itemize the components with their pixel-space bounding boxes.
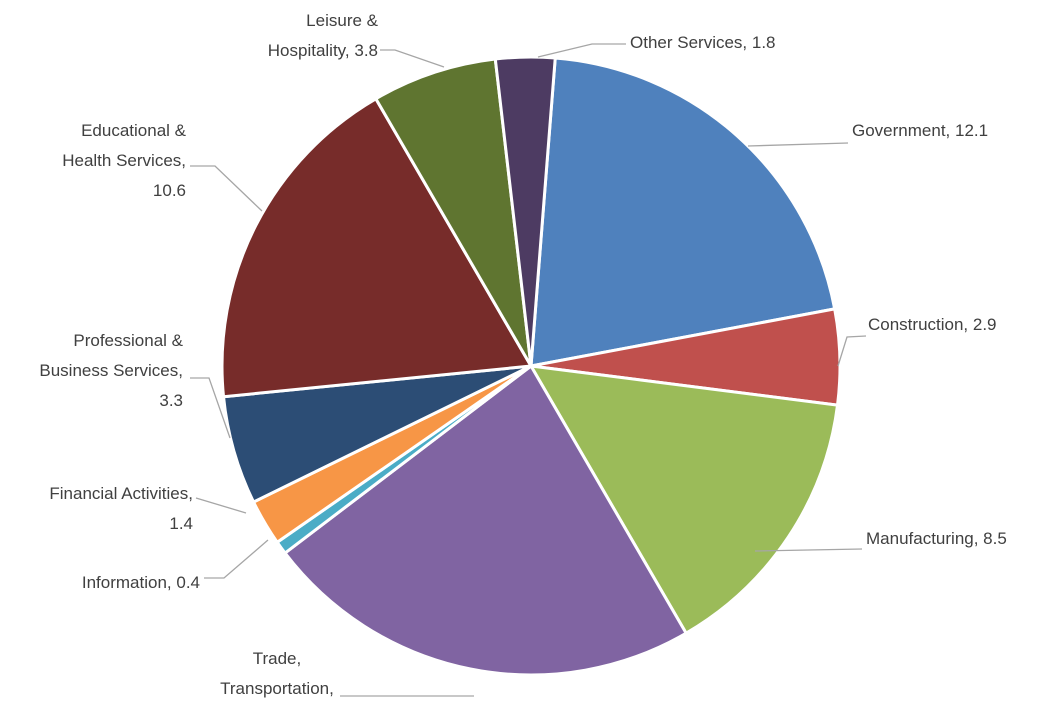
leader-line-professional-and-business-services xyxy=(190,377,231,439)
leader-line-government xyxy=(747,142,849,147)
pie-slice-trade-transportation-utilities xyxy=(282,363,689,677)
leader-line-manufacturing xyxy=(754,548,863,552)
data-label-professional-and-business-services: Professional & Business Services, 3.3 xyxy=(39,331,183,410)
leader-line-information xyxy=(204,539,269,579)
data-label-government: Government, 12.1 xyxy=(852,121,988,140)
data-label-construction: Construction, 2.9 xyxy=(868,315,997,334)
leader-line-financial-activities xyxy=(195,497,247,514)
data-label-information: Information, 0.4 xyxy=(82,573,200,592)
pie-slice-government xyxy=(529,56,837,368)
pie-slice-leisure-and-hospitality xyxy=(373,57,533,367)
data-labels: Government, 12.1 Construction, 2.9 Manufac… xyxy=(39,11,1007,706)
data-label-financial-activities: Financial Activities, 1.4 xyxy=(49,484,193,533)
data-label-trade-transportation-utilities: Trade,Transportation,Utilities, 13.4 xyxy=(220,649,334,706)
pie-slice-educational-and-health-services xyxy=(220,96,534,399)
leader-lines xyxy=(190,43,867,697)
data-label-leisure-and-hospitality: Leisure & Hospitality, 3.8 xyxy=(268,11,379,60)
leader-line-other-services xyxy=(537,43,626,58)
leader-line-construction xyxy=(837,335,867,367)
pie-slices xyxy=(220,55,842,677)
pie-slice-manufacturing xyxy=(528,364,840,636)
pie-slice-other-services xyxy=(493,55,557,367)
leader-line-leisure-and-hospitality xyxy=(380,49,445,68)
leader-line-educational-and-health-services xyxy=(190,165,263,212)
data-label-other-services: Other Services, 1.8 xyxy=(630,33,776,52)
data-label-educational-and-health-services: Educational & Health Services, 10.6 xyxy=(62,121,186,200)
data-label-manufacturing: Manufacturing, 8.5 xyxy=(866,529,1007,548)
